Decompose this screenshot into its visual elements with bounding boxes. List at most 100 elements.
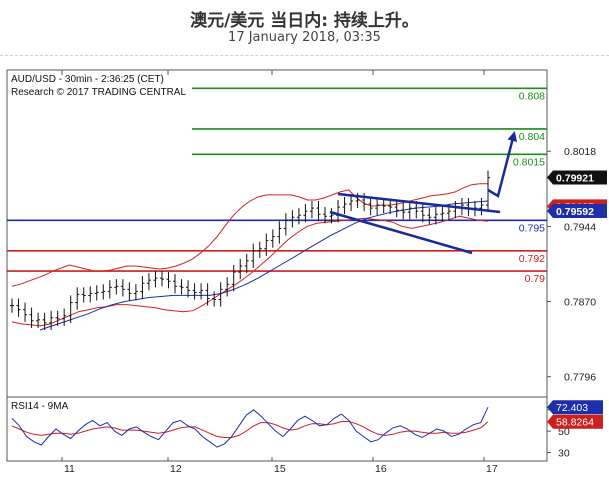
axes: 0.80180.79440.78700.77960.799210.796370.… (61, 70, 607, 475)
price-tick-label: 0.7796 (564, 372, 596, 384)
price-bar (225, 277, 230, 297)
price-bar (10, 298, 14, 313)
price-bar (303, 204, 308, 223)
instrument-label: AUD/USD - 30min - 2:36:25 (CET) (11, 74, 164, 85)
price-tag-bg (547, 203, 607, 218)
price-bar (270, 229, 275, 248)
price-bar (231, 264, 236, 292)
price-tick-label: 0.8018 (564, 146, 596, 158)
x-tick-label: 12 (170, 463, 182, 475)
price-bar (407, 201, 412, 220)
price-bar (420, 204, 425, 223)
rsi-tag: 58.8264 (547, 414, 603, 429)
price-bar (388, 198, 393, 215)
price-bar (166, 272, 171, 289)
x-tick-label: 11 (64, 463, 75, 475)
price-bar (375, 197, 380, 216)
rsi-tag: 72.403 (547, 400, 603, 415)
price-bar (140, 276, 145, 299)
price-bar (133, 284, 138, 301)
price-bar (368, 196, 373, 216)
price-bar (349, 193, 354, 212)
price-bar (257, 241, 262, 258)
price-bar (218, 282, 223, 307)
resistance-level-1-label: 0.808 (519, 90, 545, 102)
price-tag-label: 0.79592 (556, 206, 594, 218)
x-tick-label: 15 (274, 463, 286, 475)
price-bar (127, 282, 132, 301)
rsi-tick-label: 50 (558, 426, 570, 438)
price-tick-label: 0.7944 (564, 221, 596, 233)
x-tick-label: 16 (375, 463, 387, 475)
price-bar (277, 221, 282, 244)
price-bar (427, 208, 432, 225)
price-bar (159, 271, 164, 287)
price-bars (10, 170, 490, 330)
price-bar (192, 283, 197, 300)
main-panel-frame (6, 69, 548, 398)
rsi-tag-label: 72.403 (556, 402, 588, 414)
support-level-2-label: 0.79 (525, 273, 546, 285)
trend-channel (329, 131, 518, 255)
price-tag-bg (547, 170, 607, 185)
channel-bottom-line (329, 210, 473, 255)
rsi-ma-line (11, 421, 489, 438)
support-level-1-label: 0.792 (519, 253, 545, 265)
price-bar (62, 308, 67, 326)
price-bar (29, 307, 34, 328)
page-title: 澳元/美元 当日内: 持续上升。 (190, 11, 419, 31)
price-bar (316, 201, 321, 222)
price-bar (88, 286, 93, 303)
price-bar (186, 280, 191, 298)
forecast-arrow (487, 131, 518, 198)
price-bar (49, 310, 54, 330)
price-bar (107, 280, 112, 299)
price-bar (479, 197, 484, 216)
price-bar (101, 284, 106, 300)
price-bar (199, 283, 204, 300)
bollinger-lower-band (11, 215, 489, 327)
resistance-level-2-label: 0.804 (519, 131, 545, 143)
rsi-line (11, 406, 489, 448)
price-bar (55, 310, 60, 326)
price-bar (114, 279, 119, 295)
price-bar (94, 285, 99, 301)
price-bar (36, 312, 41, 328)
price-bar (23, 302, 28, 322)
x-tick-label: 17 (486, 463, 498, 475)
rsi-label: RSI14 - 9MA (11, 401, 69, 412)
price-bar (244, 253, 249, 274)
page-subtitle: 17 January 2018, 03:35 (228, 30, 381, 45)
price-bar (296, 208, 301, 225)
price-bar (290, 210, 295, 228)
price-bar (440, 206, 445, 222)
price-bar (264, 233, 269, 256)
channel-top-line (337, 192, 501, 214)
price-bar (153, 271, 158, 288)
rsi-tag-bg (547, 414, 603, 429)
rsi-panel-frame (6, 396, 548, 462)
pivot-level-label: 0.795 (519, 222, 545, 234)
price-bar (120, 279, 125, 297)
price-bar (283, 213, 288, 236)
price-bar (75, 287, 80, 310)
price-bar (322, 207, 327, 224)
price-bar (401, 203, 406, 220)
price-bar (381, 197, 386, 214)
price-bar (329, 208, 334, 224)
price-bar (212, 291, 217, 307)
price-tag-label: 0.79921 (556, 173, 594, 185)
price-bar (433, 207, 438, 225)
price-tick-label: 0.7870 (564, 297, 596, 309)
price-tag: 0.79921 (547, 170, 607, 185)
price-bar (16, 298, 21, 317)
rsi-tag-label: 58.8264 (556, 417, 594, 429)
moving-average-line (39, 200, 489, 331)
price-bar (42, 312, 47, 330)
price-bar (251, 243, 256, 269)
price-bar (173, 274, 178, 294)
price-tag: 0.79592 (547, 203, 607, 218)
research-label: Research © 2017 TRADING CENTRAL (11, 87, 186, 98)
price-bar (342, 196, 347, 215)
